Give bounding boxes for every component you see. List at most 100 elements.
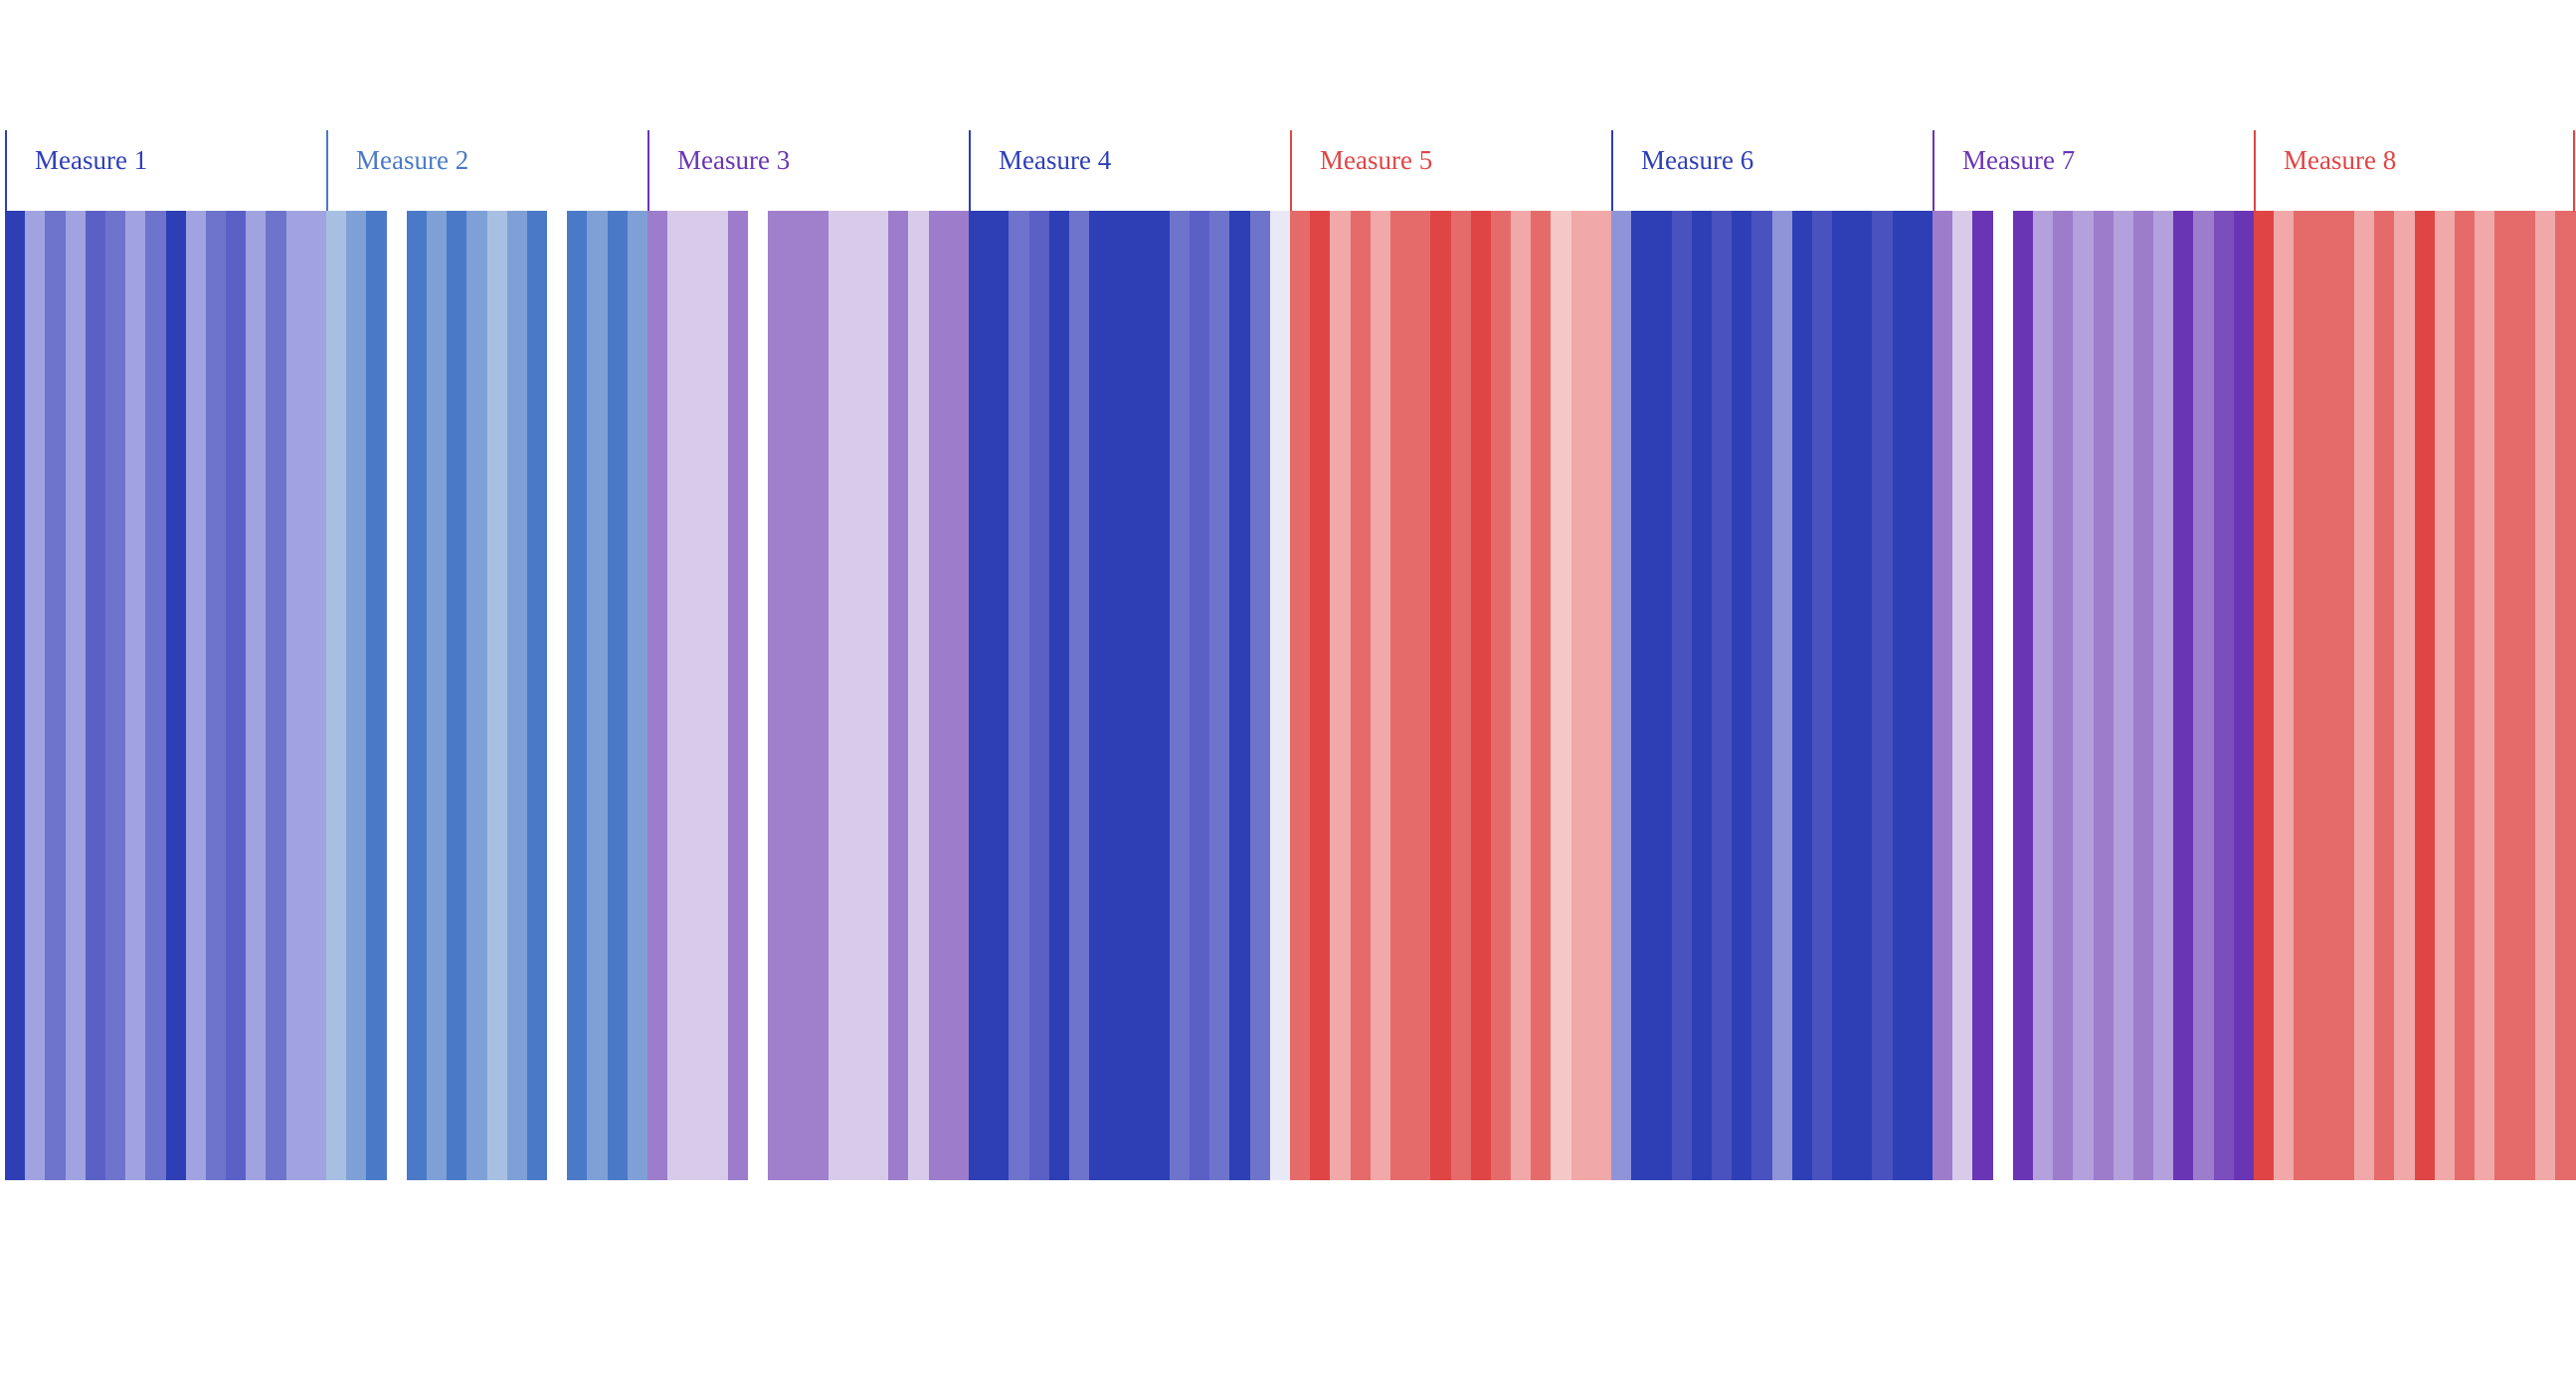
measure-label: Measure 1 <box>35 145 148 175</box>
stripe <box>2374 211 2395 1180</box>
stripe <box>1570 211 1592 1180</box>
measure-header: Measure 8 <box>2254 130 2575 212</box>
stripe <box>1350 211 1372 1180</box>
measure-header: Measure 2 <box>326 130 647 212</box>
stripe <box>1089 211 1110 1180</box>
stripe <box>1290 211 1311 1180</box>
stripe <box>1751 211 1773 1180</box>
stripe <box>1791 211 1813 1180</box>
stripe <box>847 211 869 1180</box>
stripe <box>1209 211 1231 1180</box>
stripe <box>547 211 568 1180</box>
stripe <box>868 211 889 1180</box>
stripe <box>1450 211 1472 1180</box>
stripe <box>707 211 729 1180</box>
header-right-edge <box>2573 130 2575 212</box>
stripe-group <box>1290 211 1612 1180</box>
stripe <box>2514 211 2536 1180</box>
stripe <box>104 211 126 1180</box>
stripe <box>1992 211 2014 1180</box>
stripe <box>506 211 528 1180</box>
stripe <box>2313 211 2335 1180</box>
stripe <box>828 211 849 1180</box>
stripe <box>25 211 46 1180</box>
stripe <box>2534 211 2556 1180</box>
stripe <box>727 211 749 1180</box>
stripe <box>587 211 609 1180</box>
stripe <box>2012 211 2034 1180</box>
stripe <box>1149 211 1171 1180</box>
stripe <box>1952 211 1973 1180</box>
stripe <box>2494 211 2516 1180</box>
stripe <box>2173 211 2195 1180</box>
stripe <box>1068 211 1090 1180</box>
stripe <box>1389 211 1411 1180</box>
stripe <box>1691 211 1713 1180</box>
stripe <box>386 211 408 1180</box>
stripe <box>1511 211 1532 1180</box>
stripe <box>246 211 268 1180</box>
stripe <box>1370 211 1391 1180</box>
stripe <box>45 211 67 1180</box>
stripe <box>266 211 287 1180</box>
stripe <box>2475 211 2495 1180</box>
stripe <box>1611 211 1632 1180</box>
stripe <box>2233 211 2255 1180</box>
stripe <box>1269 211 1291 1180</box>
stripe <box>1410 211 1431 1180</box>
stripe <box>948 211 970 1180</box>
stripe <box>1169 211 1191 1180</box>
stripe <box>2333 211 2355 1180</box>
stripe <box>747 211 769 1180</box>
stripe <box>447 211 467 1180</box>
stripe <box>2554 211 2576 1180</box>
measure-header: Measure 1 <box>5 130 326 212</box>
stripe-group <box>1932 211 2255 1180</box>
measure-label: Measure 4 <box>999 145 1112 175</box>
stripe <box>2213 211 2235 1180</box>
measure-label: Measure 2 <box>356 145 469 175</box>
stripe <box>2193 211 2215 1180</box>
stripe <box>687 211 709 1180</box>
stripe <box>1190 211 1210 1180</box>
stripe <box>2093 211 2115 1180</box>
stripe <box>2254 211 2275 1180</box>
stripe <box>2274 211 2295 1180</box>
stripe <box>2454 211 2476 1180</box>
stripe <box>1551 211 1572 1180</box>
stripe <box>486 211 508 1180</box>
stripe <box>928 211 950 1180</box>
stripe <box>2132 211 2154 1180</box>
stripe <box>65 211 87 1180</box>
stripe <box>647 211 668 1180</box>
stripe <box>2353 211 2375 1180</box>
measure-header: Measure 6 <box>1611 130 1932 212</box>
measure-header: Measure 4 <box>969 130 1290 212</box>
measure-header: Measure 7 <box>1932 130 2254 212</box>
stripe <box>2414 211 2436 1180</box>
stripe-group <box>647 211 970 1180</box>
stripe <box>466 211 488 1180</box>
stripe <box>1310 211 1331 1180</box>
stripe <box>1028 211 1050 1180</box>
stripe <box>667 211 688 1180</box>
stripe-group <box>969 211 1291 1180</box>
stripe <box>2434 211 2456 1180</box>
stripe <box>125 211 146 1180</box>
stripe <box>989 211 1010 1180</box>
stripe <box>1490 211 1512 1180</box>
stripe <box>1832 211 1853 1180</box>
stripe <box>1249 211 1271 1180</box>
stripe <box>1631 211 1652 1180</box>
stripe <box>5 211 26 1180</box>
stripe <box>2153 211 2174 1180</box>
measure-label: Measure 6 <box>1641 145 1754 175</box>
stripe <box>1109 211 1131 1180</box>
stripe <box>2053 211 2074 1180</box>
measure-label: Measure 3 <box>677 145 791 175</box>
stripe <box>2294 211 2315 1180</box>
stripe <box>2073 211 2095 1180</box>
stripe <box>406 211 428 1180</box>
stripe <box>1048 211 1070 1180</box>
stripe <box>1651 211 1673 1180</box>
